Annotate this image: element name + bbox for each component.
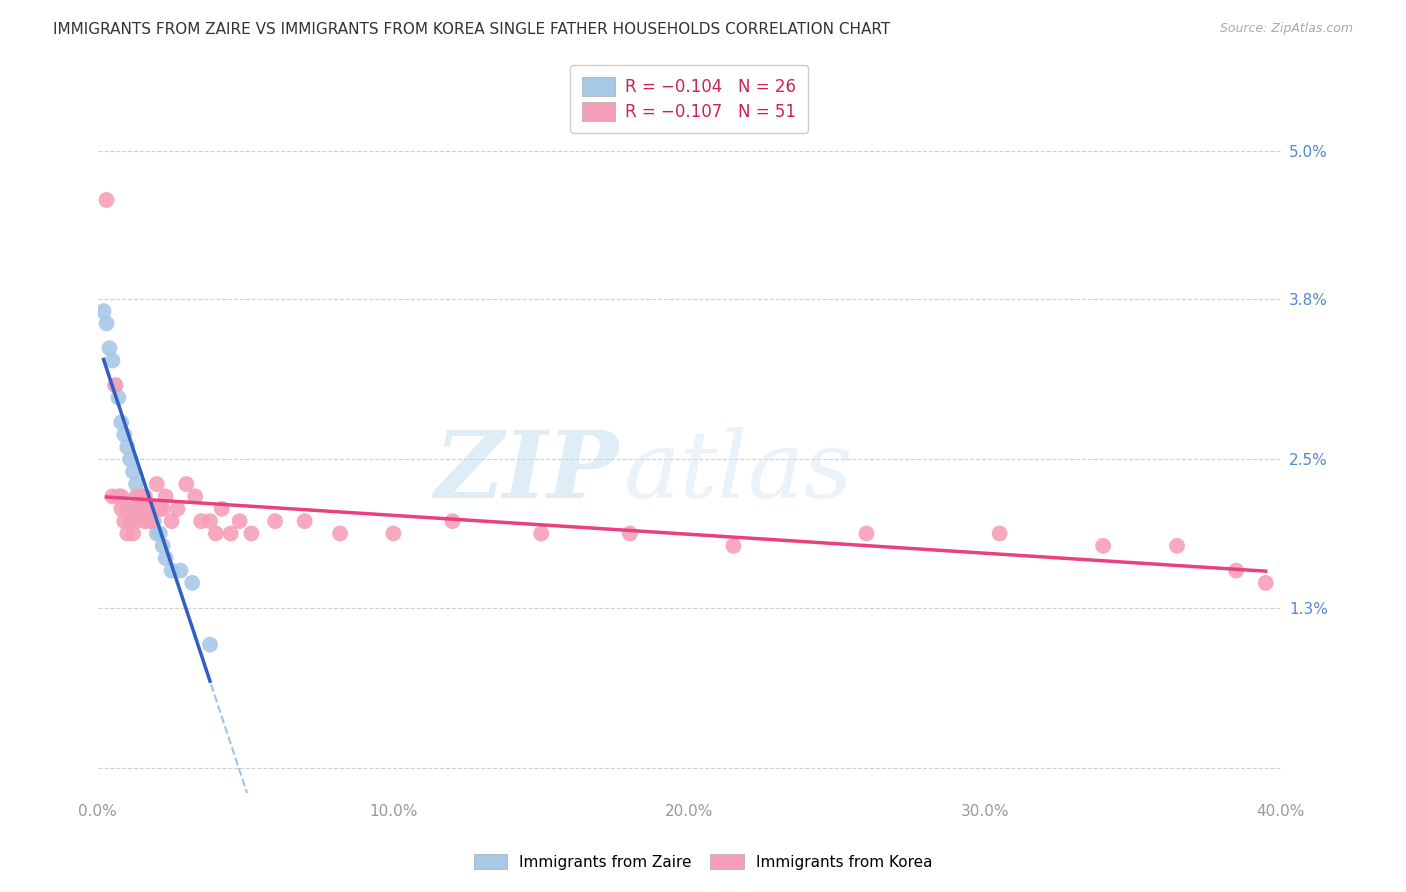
Point bbox=[155, 551, 177, 566]
Point bbox=[122, 501, 145, 516]
Point bbox=[101, 490, 124, 504]
Point bbox=[107, 391, 129, 405]
Point bbox=[112, 427, 135, 442]
Point bbox=[131, 490, 153, 504]
Text: IMMIGRANTS FROM ZAIRE VS IMMIGRANTS FROM KOREA SINGLE FATHER HOUSEHOLDS CORRELAT: IMMIGRANTS FROM ZAIRE VS IMMIGRANTS FROM… bbox=[53, 22, 890, 37]
Point bbox=[530, 526, 553, 541]
Point bbox=[160, 514, 183, 528]
Point bbox=[125, 477, 148, 491]
Point bbox=[1166, 539, 1188, 553]
Legend: Immigrants from Zaire, Immigrants from Korea: Immigrants from Zaire, Immigrants from K… bbox=[465, 846, 941, 877]
Point bbox=[264, 514, 287, 528]
Point bbox=[198, 638, 221, 652]
Point bbox=[120, 514, 142, 528]
Point bbox=[619, 526, 641, 541]
Point bbox=[128, 490, 150, 504]
Point bbox=[228, 514, 250, 528]
Point bbox=[110, 490, 132, 504]
Text: atlas: atlas bbox=[624, 427, 853, 517]
Point bbox=[176, 477, 198, 491]
Point bbox=[211, 501, 233, 516]
Point bbox=[134, 501, 156, 516]
Point bbox=[112, 514, 135, 528]
Point bbox=[441, 514, 464, 528]
Point bbox=[115, 501, 138, 516]
Point bbox=[1092, 539, 1115, 553]
Point bbox=[134, 490, 156, 504]
Legend: R = −0.104   N = 26, R = −0.107   N = 51: R = −0.104 N = 26, R = −0.107 N = 51 bbox=[571, 65, 808, 133]
Point bbox=[96, 193, 118, 207]
Point bbox=[122, 526, 145, 541]
Point bbox=[149, 501, 172, 516]
Text: ZIP: ZIP bbox=[434, 427, 619, 517]
Point bbox=[136, 501, 159, 516]
Point bbox=[1254, 575, 1277, 590]
Point bbox=[146, 526, 169, 541]
Point bbox=[128, 501, 150, 516]
Point bbox=[125, 514, 148, 528]
Point bbox=[169, 564, 191, 578]
Point bbox=[131, 501, 153, 516]
Point bbox=[190, 514, 212, 528]
Point bbox=[329, 526, 352, 541]
Point bbox=[110, 501, 132, 516]
Point bbox=[988, 526, 1011, 541]
Text: Source: ZipAtlas.com: Source: ZipAtlas.com bbox=[1219, 22, 1353, 36]
Point bbox=[152, 501, 174, 516]
Point bbox=[101, 353, 124, 368]
Point bbox=[125, 490, 148, 504]
Point bbox=[98, 341, 121, 355]
Point bbox=[240, 526, 263, 541]
Point bbox=[205, 526, 228, 541]
Point bbox=[160, 564, 183, 578]
Point bbox=[104, 378, 127, 392]
Point bbox=[219, 526, 242, 541]
Point bbox=[93, 304, 115, 318]
Point bbox=[382, 526, 405, 541]
Point bbox=[96, 317, 118, 331]
Point bbox=[155, 490, 177, 504]
Point bbox=[152, 539, 174, 553]
Point bbox=[1225, 564, 1247, 578]
Point bbox=[181, 575, 204, 590]
Point bbox=[131, 490, 153, 504]
Point bbox=[184, 490, 207, 504]
Point bbox=[139, 514, 162, 528]
Point bbox=[107, 490, 129, 504]
Point bbox=[294, 514, 316, 528]
Point bbox=[139, 514, 162, 528]
Point bbox=[122, 465, 145, 479]
Point bbox=[855, 526, 877, 541]
Point bbox=[198, 514, 221, 528]
Point bbox=[149, 526, 172, 541]
Point bbox=[146, 477, 169, 491]
Point bbox=[120, 452, 142, 467]
Point bbox=[166, 501, 188, 516]
Point bbox=[115, 526, 138, 541]
Point bbox=[115, 440, 138, 454]
Point bbox=[723, 539, 745, 553]
Point bbox=[110, 415, 132, 429]
Point bbox=[134, 514, 156, 528]
Point bbox=[136, 501, 159, 516]
Point bbox=[142, 501, 165, 516]
Point bbox=[104, 378, 127, 392]
Point bbox=[142, 514, 165, 528]
